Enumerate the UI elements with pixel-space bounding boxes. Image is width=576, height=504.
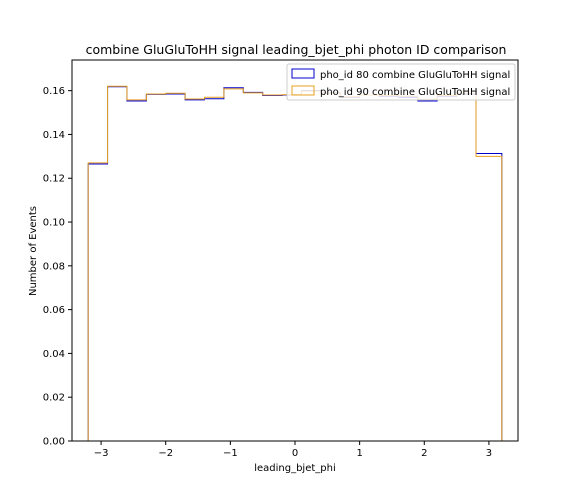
legend-box — [286, 63, 516, 101]
y-tick-label: 0.04 — [43, 349, 65, 360]
legend-label-pho-id-90: pho_id 90 combine GluGluToHH signal — [320, 87, 510, 98]
x-tick-label: 2 — [421, 448, 427, 459]
x-tick-label: −3 — [94, 448, 109, 459]
y-tick-label: 0.00 — [43, 437, 65, 448]
legend-label-pho-id-80: pho_id 80 combine GluGluToHH signal — [320, 70, 510, 81]
x-tick-label: −1 — [223, 448, 238, 459]
x-axis: −3 −2 −1 0 1 2 3 — [94, 441, 492, 459]
x-tick-label: 0 — [292, 448, 298, 459]
y-axis: 0.00 0.02 0.04 0.06 0.08 0.10 0.12 0.14 0.16 — [43, 86, 72, 448]
legend: pho_id 80 combine GluGluToHH signal pho_… — [286, 63, 516, 101]
y-tick-label: 0.10 — [43, 218, 65, 229]
y-tick-label: 0.02 — [43, 393, 65, 404]
y-tick-label: 0.08 — [43, 261, 65, 272]
y-tick-label: 0.16 — [43, 86, 65, 97]
y-tick-label: 0.12 — [43, 174, 65, 185]
y-tick-label: 0.14 — [43, 130, 65, 141]
y-tick-label: 0.06 — [43, 305, 65, 316]
x-tick-label: 3 — [486, 448, 492, 459]
x-tick-label: −2 — [158, 448, 173, 459]
legend-swatch-pho-id-90 — [291, 85, 315, 96]
chart-title: combine GluGluToHH signal leading_bjet_p… — [86, 42, 507, 57]
x-tick-label: 1 — [356, 448, 362, 459]
legend-swatch-pho-id-80 — [291, 68, 315, 79]
y-axis-label: Number of Events — [28, 206, 39, 296]
x-axis-label: leading_bjet_phi — [254, 463, 336, 474]
